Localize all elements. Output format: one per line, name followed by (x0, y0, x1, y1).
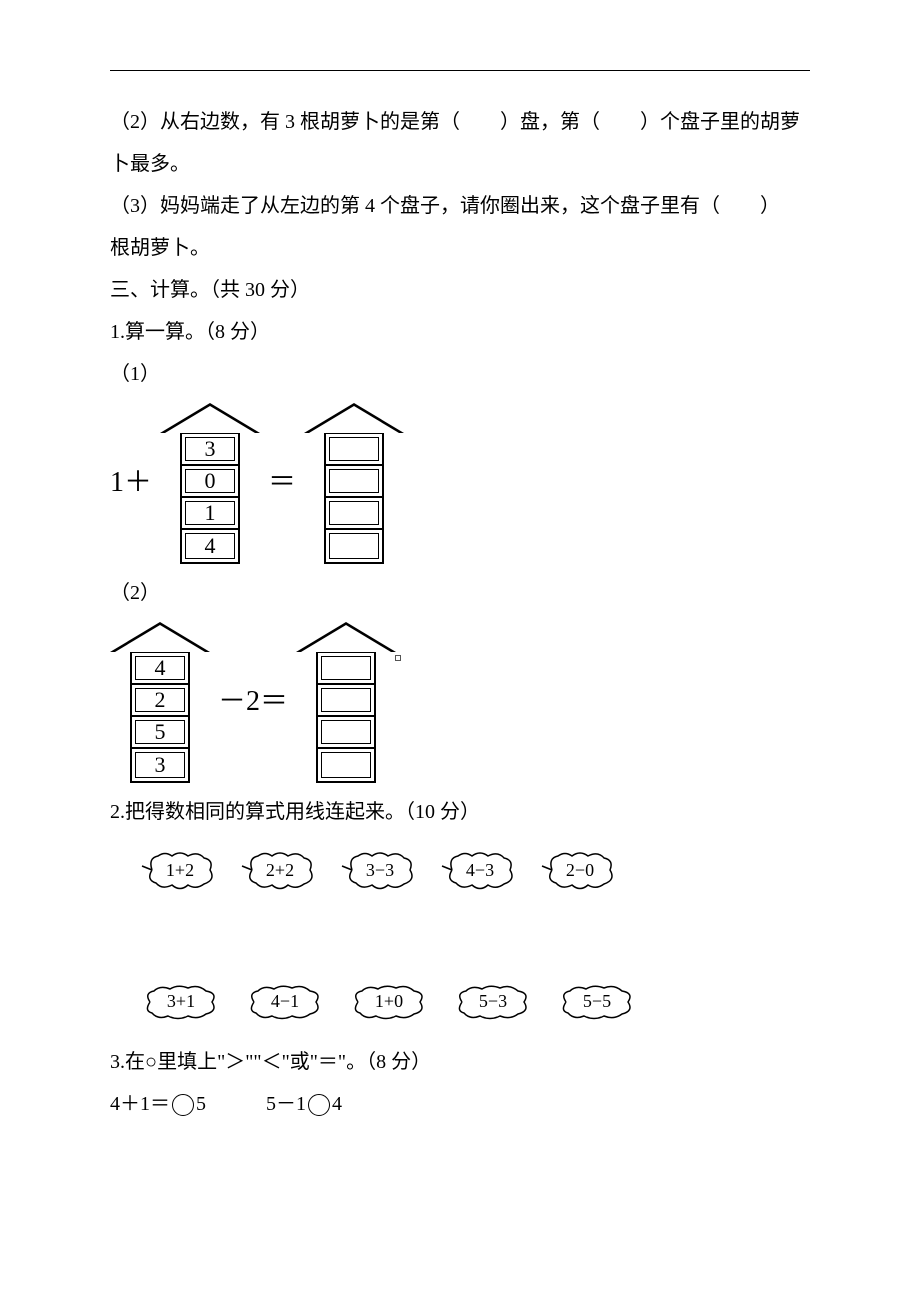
cell (318, 685, 374, 717)
q3-formulas: 4＋1＝ 5 5－1 4 (110, 1083, 810, 1125)
leaf-label: 3−3 (366, 852, 394, 890)
cell-empty (321, 656, 371, 680)
cell-empty (329, 437, 379, 461)
cloud-label: 5−3 (479, 983, 507, 1021)
cell-value: 5 (135, 720, 185, 744)
house-body (324, 432, 384, 564)
cloud-item: 4−1 (244, 983, 326, 1021)
question-3-line1: （3）妈妈端走了从左边的第 4 个盘子，请你圈出来，这个盘子里有（ ） (110, 185, 810, 227)
question-3-line2: 根胡萝卜。 (110, 227, 810, 269)
cell-empty (329, 469, 379, 493)
cloud-label: 5−5 (583, 983, 611, 1021)
cell (318, 717, 374, 749)
leaf-label: 2−0 (566, 852, 594, 890)
cell (326, 498, 382, 530)
cell-value: 3 (135, 752, 185, 778)
circle-blank-icon (172, 1094, 194, 1116)
leaf-item: 4−3 (440, 848, 520, 893)
roof-icon (296, 622, 396, 652)
house-left-1: 3 0 1 4 (160, 403, 260, 564)
cell: 4 (182, 530, 238, 562)
q1-sub1: （1） (110, 353, 810, 395)
formula-1-left: 4＋1＝ (110, 1093, 170, 1115)
prefix-op: 1＋ (110, 409, 152, 559)
equals-op: ＝ (268, 409, 296, 559)
q1-sub2: （2） (110, 572, 810, 614)
cloud-item: 5−3 (452, 983, 534, 1021)
cell-empty (329, 533, 379, 559)
cell (318, 653, 374, 685)
leaf-label: 2+2 (266, 852, 294, 890)
cell-empty (321, 688, 371, 712)
cloud-label: 1+0 (375, 983, 403, 1021)
cell-empty (321, 720, 371, 744)
cell (326, 530, 382, 562)
cell (318, 749, 374, 781)
leaf-item: 2+2 (240, 848, 320, 893)
clouds-row: 3+1 4−1 1+0 5−3 5−5 (140, 983, 810, 1021)
house-body: 4 2 5 3 (130, 651, 190, 783)
small-marker-icon (395, 655, 401, 661)
formula-2-right: 4 (332, 1093, 342, 1115)
cell (326, 434, 382, 466)
leaf-item: 1+2 (140, 848, 220, 893)
leaves-row: 1+2 2+2 3−3 4−3 2−0 (140, 848, 810, 893)
house-right-2 (296, 622, 396, 783)
leaf-item: 2−0 (540, 848, 620, 893)
question-2-line2: 卜最多。 (110, 143, 810, 185)
roof-icon (160, 403, 260, 433)
cloud-label: 4−1 (271, 983, 299, 1021)
q1-title: 1.算一算。（8 分） (110, 311, 810, 353)
minus-op: －2＝ (218, 628, 288, 778)
cloud-item: 5−5 (556, 983, 638, 1021)
formula-1-right: 5 (196, 1093, 206, 1115)
cell-empty (329, 501, 379, 525)
roof-icon (110, 622, 210, 652)
leaf-label: 1+2 (166, 852, 194, 890)
q3-title: 3.在○里填上"＞""＜"或"＝"。（8 分） (110, 1041, 810, 1083)
house-body: 3 0 1 4 (180, 432, 240, 564)
formula-2-left: 5－1 (266, 1093, 306, 1115)
cell-value: 4 (185, 533, 235, 559)
cloud-label: 3+1 (167, 983, 195, 1021)
house-left-2: 4 2 5 3 (110, 622, 210, 783)
top-rule (110, 70, 810, 71)
house-problem-2: 4 2 5 3 －2＝ (110, 622, 810, 783)
cell: 3 (132, 749, 188, 781)
cell-value: 1 (185, 501, 235, 525)
q2-title: 2.把得数相同的算式用线连起来。（10 分） (110, 791, 810, 833)
leaf-label: 4−3 (466, 852, 494, 890)
roof-icon (304, 403, 404, 433)
house-right-1 (304, 403, 404, 564)
cell-empty (321, 752, 371, 778)
cloud-item: 3+1 (140, 983, 222, 1021)
cell (326, 466, 382, 498)
cloud-item: 1+0 (348, 983, 430, 1021)
house-body (316, 651, 376, 783)
leaf-item: 3−3 (340, 848, 420, 893)
house-problem-1: 1＋ 3 0 1 4 ＝ (110, 403, 810, 564)
question-2-line1: （2）从右边数，有 3 根胡萝卜的是第（ ）盘，第（ ）个盘子里的胡萝 (110, 101, 810, 143)
circle-blank-icon (308, 1094, 330, 1116)
section-3-title: 三、计算。（共 30 分） (110, 269, 810, 311)
